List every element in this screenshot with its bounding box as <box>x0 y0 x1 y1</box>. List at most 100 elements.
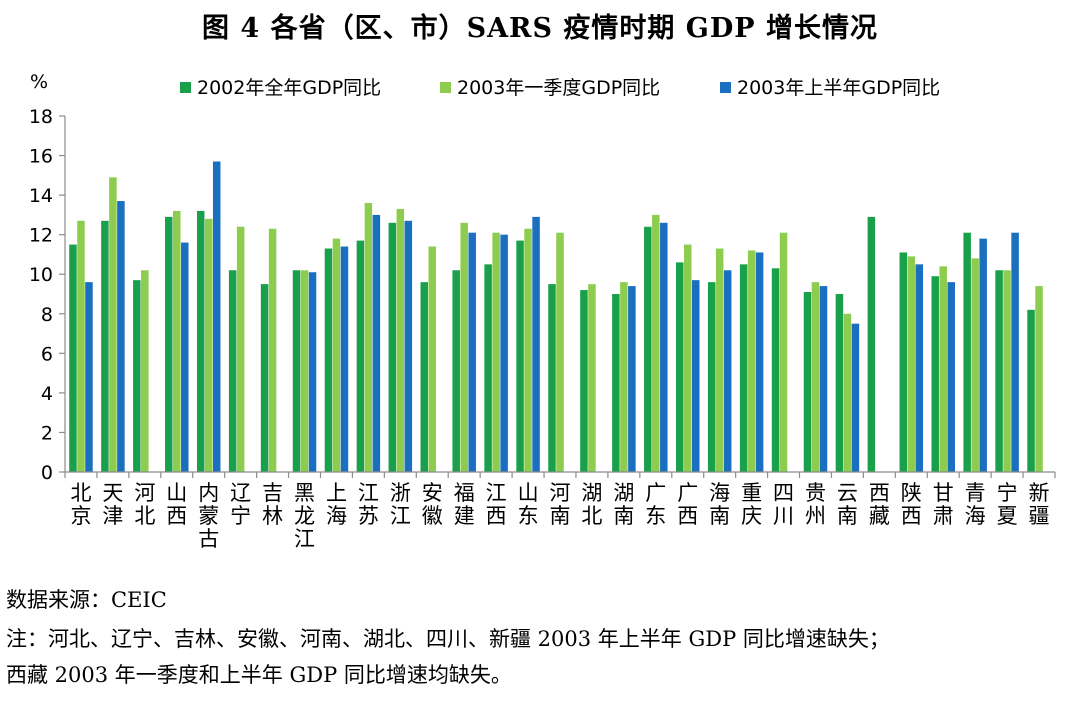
bar <box>141 270 149 472</box>
bar <box>165 216 173 472</box>
bar <box>580 290 588 472</box>
x-tick-label: 河北 <box>134 481 155 528</box>
x-tick-label: 广东 <box>645 481 666 528</box>
x-tick-label: 吉林 <box>262 481 283 528</box>
legend-label: 2003年一季度GDP同比 <box>457 77 660 99</box>
y-axis-unit-label: % <box>30 71 48 93</box>
x-tick-label: 甘肃 <box>933 481 954 528</box>
bar <box>428 246 437 472</box>
bar <box>739 264 748 472</box>
bar <box>811 282 820 472</box>
bar <box>204 218 213 472</box>
note-line-2: 西藏 2003 年一季度和上半年 GDP 同比增速均缺失。 <box>6 663 512 687</box>
legend-label: 2003年上半年GDP同比 <box>737 77 940 99</box>
x-tick-label: 广西 <box>677 481 698 528</box>
bar <box>69 244 77 472</box>
bar <box>548 284 556 472</box>
bar <box>939 266 947 472</box>
bar <box>755 252 764 472</box>
bar <box>963 232 971 472</box>
y-tick-label: 12 <box>29 225 53 247</box>
bar <box>588 284 596 472</box>
bar <box>524 228 532 472</box>
source-note: 数据来源：CEIC <box>6 588 167 612</box>
bar <box>803 292 812 472</box>
x-tick-label: 湖北 <box>581 481 602 528</box>
bar <box>109 177 117 473</box>
bar <box>492 232 500 472</box>
y-axis: 0 2 4 6 8 10 12 14 16 18 <box>29 106 66 484</box>
bar <box>484 264 492 472</box>
bar <box>612 294 620 472</box>
x-tick-label: 四川 <box>773 481 794 528</box>
bar <box>404 220 413 472</box>
bar <box>340 246 349 472</box>
legend-label: 2002年全年GDP同比 <box>197 77 381 99</box>
x-tick-label: 天津 <box>102 481 123 528</box>
x-tick-label: 贵州 <box>805 481 826 528</box>
bar <box>779 232 788 472</box>
bar <box>915 264 924 472</box>
bar <box>396 208 405 472</box>
bar <box>516 240 524 472</box>
x-tick-label: 海南 <box>709 481 730 528</box>
y-tick-label: 18 <box>29 106 53 128</box>
bar <box>819 286 828 472</box>
y-tick-label: 6 <box>41 343 53 365</box>
legend-swatch <box>440 82 451 93</box>
bar <box>979 238 987 472</box>
bar <box>843 313 852 472</box>
x-tick-label: 湖南 <box>613 481 634 528</box>
bar <box>77 220 85 472</box>
bar <box>532 216 540 472</box>
bar <box>85 282 93 472</box>
legend: 2002年全年GDP同比 2003年一季度GDP同比 2003年上半年GDP同比 <box>180 77 940 99</box>
bar <box>851 323 860 472</box>
bar <box>644 226 652 472</box>
bar <box>268 228 277 472</box>
bar <box>308 272 317 472</box>
bar <box>133 280 141 472</box>
x-tick-label: 黑龙江 <box>294 481 315 551</box>
bar <box>300 270 309 472</box>
x-tick-label: 青海 <box>965 481 986 528</box>
bar <box>260 284 269 472</box>
bar <box>228 270 237 472</box>
bar <box>628 286 636 472</box>
bar <box>292 270 301 472</box>
y-tick-label: 4 <box>41 383 53 405</box>
x-axis: 北京天津河北山西内蒙古辽宁吉林黑龙江上海江苏浙江安徽福建江西山东河南湖北湖南广东… <box>64 471 1056 551</box>
bar <box>1003 270 1011 472</box>
bar <box>332 238 341 472</box>
bar <box>620 282 628 472</box>
bar <box>1011 232 1019 472</box>
note-line-1: 注：河北、辽宁、吉林、安徽、河南、湖北、四川、新疆 2003 年上半年 GDP … <box>6 627 890 651</box>
bar <box>715 248 724 472</box>
bar <box>117 201 125 473</box>
bar <box>1035 286 1043 472</box>
x-tick-label: 江苏 <box>358 481 379 528</box>
bar <box>388 222 397 472</box>
bar <box>1027 309 1035 472</box>
bar <box>372 214 381 472</box>
bar <box>212 161 221 472</box>
x-tick-label: 上海 <box>326 481 347 528</box>
bar <box>236 226 245 472</box>
x-tick-label: 河南 <box>550 481 571 528</box>
x-tick-label: 云南 <box>837 481 858 528</box>
x-tick-label: 宁夏 <box>997 481 1018 528</box>
bar <box>556 232 564 472</box>
x-tick-label: 北京 <box>70 481 91 528</box>
bar <box>771 268 780 472</box>
bar <box>747 250 756 472</box>
x-tick-label: 山西 <box>166 481 187 528</box>
x-tick-label: 江西 <box>486 481 507 528</box>
legend-swatch <box>720 82 731 93</box>
legend-swatch <box>180 82 191 93</box>
bar <box>899 252 908 472</box>
bar <box>652 214 660 472</box>
x-tick-label: 西藏 <box>869 481 890 528</box>
y-tick-label: 2 <box>41 422 53 444</box>
x-tick-label: 辽宁 <box>230 481 251 528</box>
y-tick-label: 10 <box>29 264 53 286</box>
